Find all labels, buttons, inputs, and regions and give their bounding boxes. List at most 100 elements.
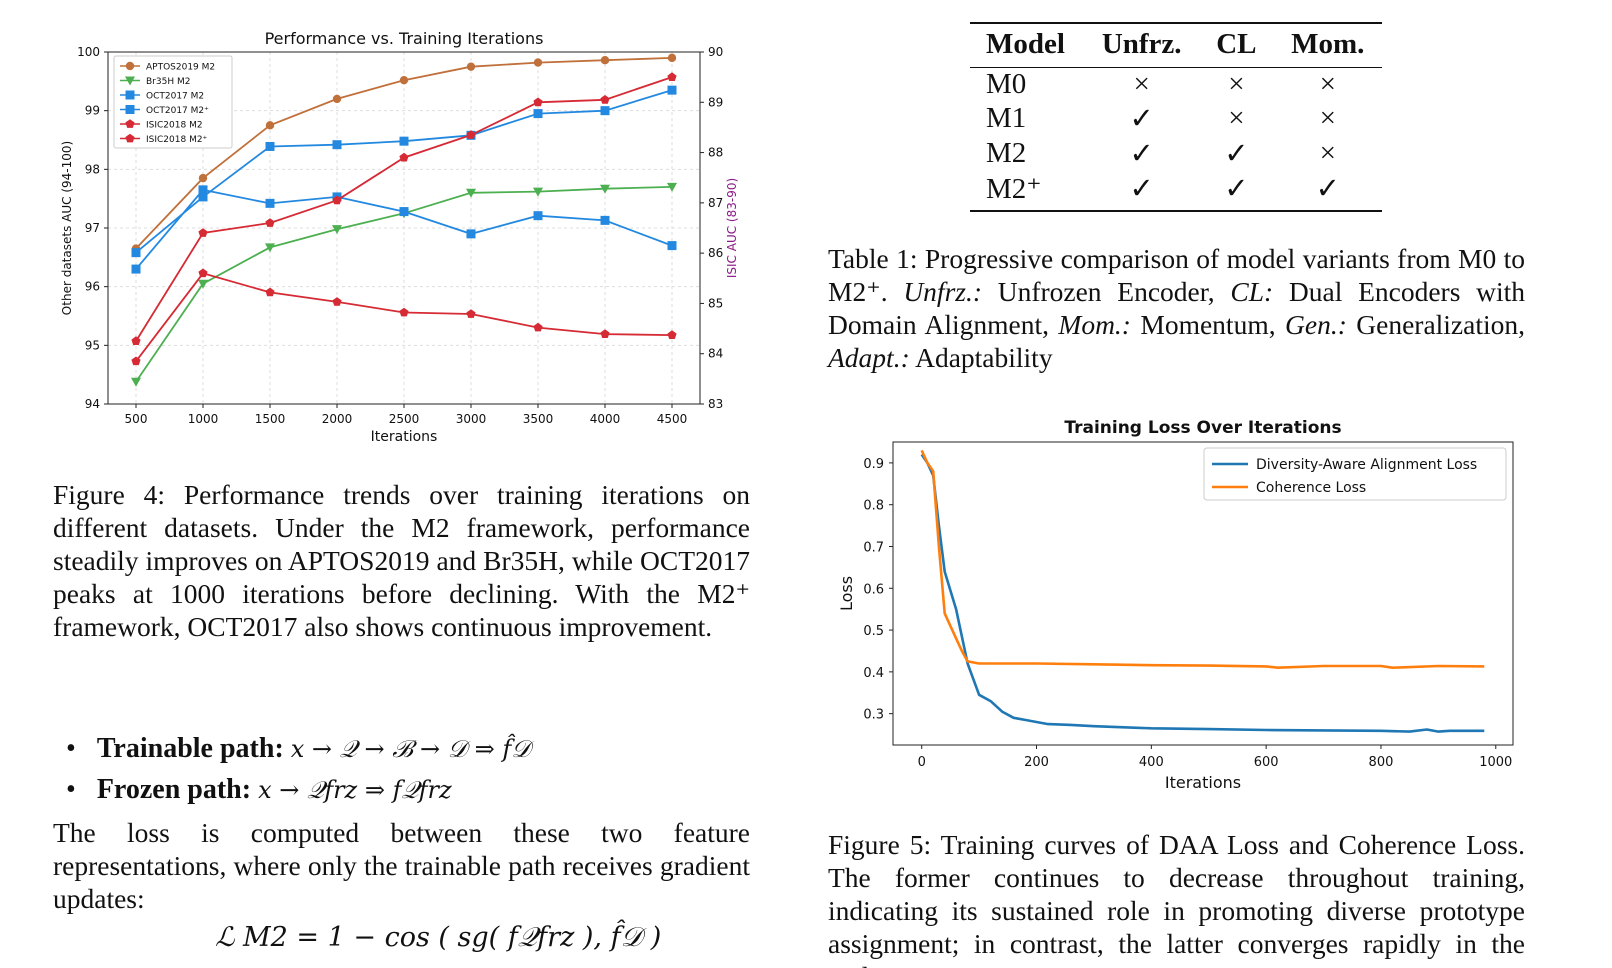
x-tick-label: 800 xyxy=(1369,755,1394,770)
table1-caption-term: CL: xyxy=(1230,276,1274,307)
y-tick-label: 0.4 xyxy=(863,666,884,681)
chart-title: Performance vs. Training Iterations xyxy=(265,29,544,48)
data-point xyxy=(667,182,677,192)
figure4-caption-label: Figure 4: xyxy=(53,479,166,510)
data-point xyxy=(466,229,476,239)
data-point xyxy=(131,356,141,366)
table1-caption-label: Table 1: xyxy=(828,243,918,274)
table-header-row: Model Unfrz. CL Mom. xyxy=(970,22,1382,68)
y-tick-label: 0.5 xyxy=(863,624,884,639)
y-tick-label-left: 96 xyxy=(85,280,100,294)
x-tick-label: 3000 xyxy=(456,412,487,426)
data-point xyxy=(466,188,476,198)
series-oct2017-m2 xyxy=(131,185,677,274)
chart-title: Training Loss Over Iterations xyxy=(1064,418,1341,438)
table-cell: × xyxy=(1133,68,1150,100)
x-tick-label: 0 xyxy=(918,755,926,770)
y-tick-label: 0.6 xyxy=(863,582,884,597)
loss-equation: ℒ M2 = 1 − cos ( sg( f𝒬frz ), f̂𝒟 ) xyxy=(215,922,662,953)
table-cell: ✓ xyxy=(1084,171,1200,212)
y-axis-label-left: Other datasets AUC (94-100) xyxy=(60,141,74,315)
x-tick-label: 3500 xyxy=(523,412,554,426)
y-tick-label-left: 99 xyxy=(85,104,100,118)
trainable-path-label: Trainable path: xyxy=(96,733,284,764)
y-tick-label: 0.8 xyxy=(863,499,884,514)
data-point xyxy=(332,195,342,205)
y-tick-label-right: 83 xyxy=(708,397,723,411)
trainable-path-item: Trainable path: x → 𝒬 → ℬ → 𝒟 ⇒ f̂𝒟 xyxy=(66,728,531,769)
figure4-caption: Figure 4: Performance trends over traini… xyxy=(53,478,750,643)
table-cell: M0 xyxy=(986,68,1027,100)
x-tick-label: 4500 xyxy=(657,412,688,426)
data-point xyxy=(466,130,476,139)
data-point xyxy=(198,279,208,289)
series-coherence-loss xyxy=(920,449,1485,669)
y-tick-label-left: 94 xyxy=(85,397,100,411)
table-cell: M2⁺ xyxy=(970,171,1085,212)
data-point xyxy=(466,309,476,318)
data-point xyxy=(265,243,275,253)
data-point xyxy=(399,307,409,317)
legend-label: Coherence Loss xyxy=(1256,480,1366,496)
figure4-caption-text: Performance trends over training iterati… xyxy=(53,479,750,642)
y-tick-label-left: 100 xyxy=(77,45,100,59)
data-point xyxy=(466,62,476,71)
body-text: The loss is computed between these two f… xyxy=(53,817,750,914)
table-cell: × xyxy=(1228,102,1245,134)
table-cell: ✓ xyxy=(1129,138,1154,170)
x-tick-label: 1500 xyxy=(255,412,286,426)
legend-label: APTOS2019 M2 xyxy=(146,63,215,73)
x-tick-label: 4000 xyxy=(590,412,621,426)
table-cell: ✓ xyxy=(1199,171,1274,212)
legend-label: OCT2017 M2 xyxy=(146,92,204,102)
data-point xyxy=(533,187,543,197)
y-tick-label-right: 89 xyxy=(708,95,723,109)
legend-label: ISIC2018 M2⁺ xyxy=(146,135,208,145)
x-tick-label: 2000 xyxy=(322,412,353,426)
data-point xyxy=(131,248,141,258)
table-cell: × xyxy=(1319,102,1336,134)
y-tick-label-right: 86 xyxy=(708,246,723,260)
table-header-cell: Unfrz. xyxy=(1084,22,1200,68)
data-point xyxy=(131,264,141,274)
figure5-caption-text: Training curves of DAA Loss and Coherenc… xyxy=(828,829,1525,968)
data-point xyxy=(198,173,208,183)
data-point xyxy=(265,141,275,151)
figure5-caption-label: Figure 5: xyxy=(828,829,932,860)
data-point xyxy=(600,329,610,338)
table-cell: × xyxy=(1319,137,1336,169)
legend-marker xyxy=(125,90,135,100)
data-point xyxy=(533,58,543,67)
data-point xyxy=(600,106,610,116)
data-point xyxy=(399,152,409,162)
legend-box xyxy=(1203,447,1507,501)
y-tick-label: 0.9 xyxy=(863,457,884,472)
table-cell: × xyxy=(1319,68,1336,100)
legend-marker xyxy=(125,105,135,114)
legend-marker xyxy=(125,61,135,71)
y-tick-label-left: 97 xyxy=(85,221,100,235)
legend: Diversity-Aware Alignment Loss Coherence … xyxy=(1203,447,1507,501)
x-tick-label: 400 xyxy=(1139,755,1164,770)
table-header-cell: Mom. xyxy=(1273,22,1382,68)
table-cell: ✓ xyxy=(1129,103,1154,135)
table1-caption-part: Adaptability xyxy=(909,342,1053,373)
data-point xyxy=(600,215,610,225)
legend-box xyxy=(113,55,233,149)
data-point xyxy=(265,287,275,297)
y-tick-label-right: 85 xyxy=(708,296,723,310)
series-line xyxy=(920,449,1485,669)
frozen-path-item: Frozen path: x → 𝒬frz ⇒ f𝒬frz xyxy=(66,769,530,810)
table1-caption: Table 1: Progressive comparison of model… xyxy=(828,242,1525,374)
data-point xyxy=(399,207,409,217)
series-isic2018-m2 xyxy=(131,268,677,366)
frozen-path-expr: x → 𝒬frz ⇒ f𝒬frz xyxy=(258,776,452,804)
data-point xyxy=(533,97,543,107)
table-row: M2 ✓ ✓ × xyxy=(970,136,1382,171)
table-cell: × xyxy=(1228,68,1245,100)
data-point xyxy=(265,198,275,208)
data-point xyxy=(399,136,409,146)
table-cell: ✓ xyxy=(1273,171,1382,212)
data-point xyxy=(332,94,342,104)
y-tick-label-left: 98 xyxy=(85,162,100,176)
